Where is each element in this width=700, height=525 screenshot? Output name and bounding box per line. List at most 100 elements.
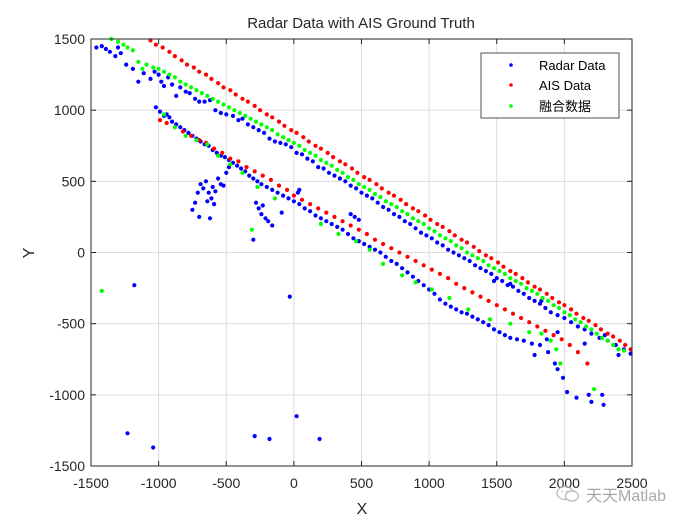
data-point — [270, 128, 275, 133]
data-point — [524, 286, 529, 291]
data-point — [351, 236, 356, 241]
data-point — [329, 163, 334, 168]
data-point — [489, 271, 494, 276]
data-point — [532, 352, 537, 358]
data-point — [141, 71, 146, 76]
data-point — [408, 221, 413, 227]
data-point — [494, 303, 499, 308]
data-point — [555, 330, 560, 335]
data-point — [372, 192, 378, 197]
data-point — [559, 337, 564, 342]
data-point — [391, 212, 397, 217]
data-point — [252, 103, 257, 108]
x-axis-label: X — [357, 501, 368, 518]
x-tick-label: 2500 — [616, 475, 647, 491]
data-point — [508, 268, 513, 274]
data-point — [428, 217, 433, 222]
data-point — [437, 297, 442, 302]
data-point — [279, 210, 284, 215]
data-point — [179, 58, 184, 63]
data-point — [519, 281, 524, 286]
data-point — [264, 112, 269, 117]
data-point — [267, 436, 272, 442]
data-point — [508, 335, 513, 340]
data-point — [301, 135, 306, 140]
series-融合数据 — [99, 36, 627, 392]
data-point — [470, 290, 475, 295]
data-point — [253, 200, 259, 205]
data-point — [266, 219, 271, 224]
data-point — [429, 287, 434, 292]
data-point — [221, 102, 226, 107]
data-point — [539, 331, 544, 336]
data-point — [140, 66, 145, 71]
data-point — [157, 118, 163, 123]
data-point — [297, 187, 302, 192]
data-point — [324, 210, 329, 215]
legend-item-ais: AIS Data — [509, 78, 592, 93]
data-point — [321, 166, 326, 171]
data-point — [583, 324, 589, 329]
data-point — [310, 159, 315, 164]
data-point — [190, 207, 195, 212]
data-point — [336, 231, 341, 237]
data-point — [151, 65, 156, 70]
data-point — [502, 333, 507, 338]
data-point — [228, 162, 233, 167]
data-point — [593, 323, 598, 328]
data-point — [424, 233, 429, 238]
data-point — [562, 315, 567, 321]
data-point — [253, 119, 259, 124]
data-point — [148, 76, 153, 81]
data-point — [275, 132, 280, 137]
data-point — [516, 288, 521, 293]
data-point — [616, 352, 621, 358]
fused-marker-icon — [509, 104, 513, 108]
data-point — [235, 163, 240, 168]
data-point — [343, 162, 348, 167]
data-point — [308, 202, 313, 207]
data-point — [216, 99, 221, 104]
data-point — [616, 347, 621, 352]
data-point — [496, 260, 501, 265]
data-point — [289, 145, 294, 150]
data-point — [391, 193, 397, 198]
data-point — [270, 223, 275, 228]
data-point — [354, 186, 359, 191]
data-point — [500, 278, 505, 284]
data-point — [172, 54, 177, 59]
data-point — [513, 278, 518, 284]
data-point — [198, 182, 203, 187]
data-point — [621, 348, 627, 353]
data-point — [410, 206, 415, 211]
data-point — [550, 295, 555, 301]
data-point — [221, 183, 226, 188]
data-point — [252, 169, 257, 174]
data-point — [605, 338, 610, 343]
data-point — [340, 219, 345, 224]
data-point — [236, 118, 241, 123]
data-point — [400, 273, 405, 278]
x-tick-label: -1000 — [141, 475, 177, 491]
data-point — [259, 182, 264, 187]
data-point — [289, 128, 294, 133]
data-point — [600, 392, 605, 397]
data-point — [249, 227, 254, 232]
data-point — [600, 335, 605, 340]
data-point — [197, 214, 202, 219]
data-point — [491, 278, 497, 284]
data-point — [372, 247, 378, 252]
data-point — [558, 361, 563, 366]
data-point — [454, 307, 459, 312]
data-point — [251, 176, 256, 181]
data-point — [562, 303, 567, 308]
y-tick-label: 1000 — [54, 102, 85, 118]
data-point — [398, 197, 403, 202]
data-point — [483, 253, 488, 258]
data-point — [216, 81, 221, 86]
legend-item-radar: Radar Data — [509, 58, 606, 73]
data-point — [589, 331, 594, 336]
data-point — [318, 157, 323, 163]
data-point — [276, 119, 282, 124]
